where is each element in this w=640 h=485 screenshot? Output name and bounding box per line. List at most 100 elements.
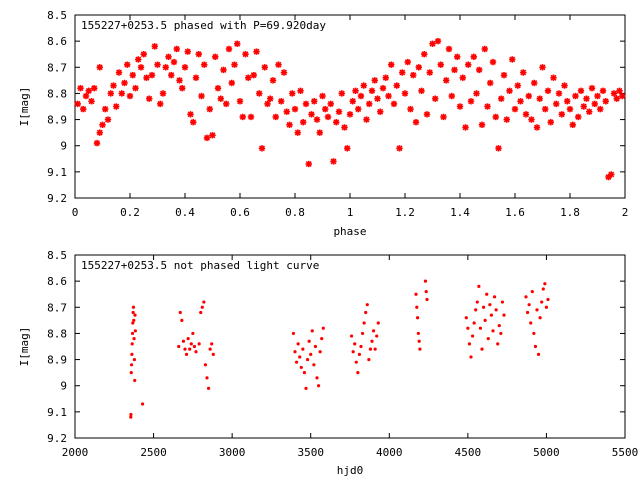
y-tick-label: 9.2	[47, 192, 67, 205]
data-point	[577, 87, 585, 95]
data-point	[189, 342, 193, 346]
data-point	[533, 344, 538, 349]
data-point	[195, 51, 202, 58]
data-point	[525, 310, 530, 315]
data-point	[311, 98, 318, 105]
data-point	[366, 100, 373, 108]
data-point	[102, 105, 109, 113]
data-point	[362, 321, 366, 325]
data-point	[104, 116, 112, 123]
data-point	[159, 90, 167, 97]
data-point	[470, 334, 475, 338]
data-point	[586, 108, 593, 115]
plot-frame	[74, 254, 626, 439]
x-tick-label: 1.6	[505, 206, 525, 219]
data-point	[346, 111, 354, 118]
data-point	[256, 90, 263, 97]
data-point	[469, 355, 473, 359]
data-point	[180, 318, 184, 322]
data-point	[558, 111, 565, 118]
data-point	[466, 326, 470, 330]
data-point	[272, 113, 279, 121]
data-point	[486, 337, 490, 341]
x-tick-label: 5500	[612, 446, 639, 459]
data-point	[415, 316, 420, 320]
data-point	[564, 98, 571, 105]
data-point	[616, 87, 623, 95]
x-tick-label: 0.4	[175, 206, 195, 219]
data-point	[199, 310, 203, 315]
data-point	[162, 64, 169, 71]
data-point	[481, 305, 486, 309]
data-point	[440, 113, 447, 121]
data-point	[338, 90, 345, 97]
data-point	[178, 310, 182, 315]
chart-title: 155227+0253.5 phased with P=69.920day	[81, 19, 326, 32]
data-point	[467, 98, 475, 105]
data-point	[192, 74, 200, 81]
data-point	[602, 98, 609, 105]
y-tick-label: 8.9	[47, 114, 67, 127]
data-point	[225, 45, 233, 53]
data-point	[572, 92, 579, 100]
data-point	[399, 69, 406, 76]
data-point	[146, 95, 153, 102]
x-tick-label: 1.8	[560, 206, 580, 219]
data-point	[261, 64, 268, 71]
data-point	[547, 118, 554, 126]
data-point	[302, 371, 307, 375]
data-point	[236, 98, 244, 105]
data-point	[107, 90, 114, 97]
data-point	[532, 331, 536, 336]
data-point	[454, 53, 461, 61]
x-tick-label: 2	[622, 206, 629, 219]
data-point	[223, 100, 230, 108]
data-point	[379, 85, 387, 92]
data-point	[360, 82, 367, 89]
data-point	[192, 344, 197, 349]
data-point	[580, 103, 587, 110]
data-point	[201, 61, 208, 68]
data-point	[320, 337, 324, 341]
data-point	[91, 85, 98, 92]
x-tick-label: 1.2	[395, 206, 415, 219]
data-point	[481, 45, 488, 53]
data-point	[514, 82, 521, 89]
data-point	[491, 329, 495, 333]
y-tick-label: 8.9	[47, 354, 67, 367]
data-point	[129, 412, 133, 417]
data-point	[542, 105, 549, 113]
data-point	[543, 282, 547, 286]
data-point	[364, 310, 368, 315]
data-point	[496, 342, 500, 346]
data-point	[423, 279, 428, 283]
x-tick-label: 5000	[533, 446, 560, 459]
data-point	[544, 305, 549, 309]
data-point	[206, 386, 211, 390]
data-point	[131, 305, 136, 309]
data-point	[85, 87, 92, 95]
data-point	[312, 363, 316, 367]
data-point	[143, 74, 150, 81]
data-point	[211, 352, 215, 356]
data-point	[250, 71, 257, 79]
data-point	[538, 316, 542, 320]
data-point	[448, 92, 455, 100]
data-point	[278, 98, 285, 105]
data-point	[473, 90, 480, 97]
data-point	[550, 74, 557, 81]
data-point	[291, 105, 299, 113]
data-point	[190, 118, 197, 126]
data-point	[470, 53, 477, 61]
y-axis-label: I[mag]	[18, 87, 31, 127]
data-point	[536, 352, 541, 356]
data-point	[368, 87, 376, 95]
data-point	[118, 90, 125, 97]
data-point	[492, 295, 497, 299]
data-point	[591, 100, 598, 108]
data-point	[456, 103, 464, 110]
data-point	[197, 342, 201, 346]
data-point	[544, 87, 552, 95]
chart-title: 155227+0253.5 not phased light curve	[81, 259, 319, 272]
data-point	[451, 66, 458, 74]
